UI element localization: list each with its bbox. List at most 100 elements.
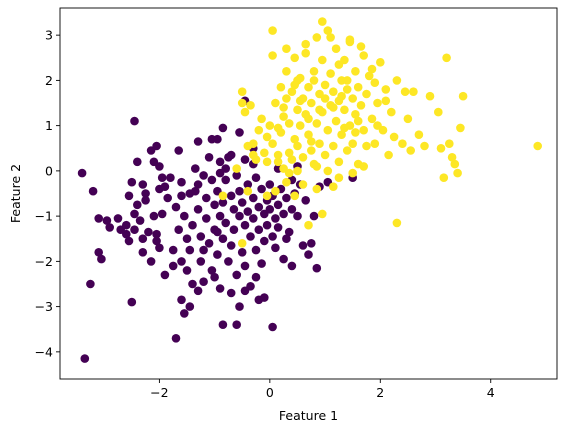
scatter-point [273,223,283,232]
scatter-point [210,272,219,282]
scatter-point [127,177,137,187]
scatter-point [301,48,311,58]
scatter-point [235,211,244,221]
scatter-point [271,243,280,253]
scatter-point [406,146,416,155]
scatter-point [171,202,181,212]
scatter-point [304,82,313,92]
scatter-point [273,157,283,167]
scatter-point [182,266,192,275]
scatter-point [152,236,161,246]
scatter-point [257,259,266,268]
scatter-point [235,128,244,137]
scatter-point [420,141,429,151]
scatter-point [279,209,288,219]
scatter-point [398,139,407,148]
scatter-point [326,33,335,42]
scatter-point [226,288,236,298]
scatter-point [243,186,253,196]
scatter-point [218,123,228,133]
scatter-point [218,234,228,243]
scatter-point [293,166,302,176]
scatter-point [124,236,134,246]
scatter-point [168,245,178,255]
scatter-point [376,58,385,67]
scatter-point [337,130,346,139]
scatter-point [188,279,197,289]
x-axis-title: Feature 1 [279,408,338,423]
scatter-point [163,193,172,203]
scatter-point [226,191,236,201]
scatter-point [240,286,250,296]
scatter-point [260,236,269,246]
scatter-point [282,67,291,76]
scatter-point [193,137,203,146]
scatter-point [260,148,269,158]
scatter-point [251,272,261,282]
scatter-point [207,175,217,185]
scatter-point [177,177,186,187]
scatter-point [127,297,137,307]
scatter-point [77,168,87,178]
scatter-point [268,51,277,60]
scatter-point [138,248,148,257]
scatter-point [265,121,275,130]
scatter-point [226,241,236,250]
scatter-point [284,148,294,158]
y-axis: −4 −3 −2 −1 0 1 2 3 [35,28,60,359]
y-tick-label: −4 [35,344,53,359]
scatter-point [235,302,244,311]
scatter-point [174,146,183,155]
scatter-point [130,225,139,234]
scatter-point [348,94,358,103]
scatter-point [287,261,297,271]
scatter-point [356,101,366,110]
scatter-point [94,248,103,257]
scatter-point [409,87,418,96]
scatter-point [334,157,344,167]
points-layer [77,17,542,363]
scatter-point [329,182,338,191]
scatter-point [370,139,380,148]
scatter-point [171,334,181,343]
scatter-point [204,239,214,248]
scatter-point [240,220,250,230]
scatter-point [102,216,112,225]
scatter-point [191,164,200,173]
scatter-point [323,166,333,176]
y-tick-label: −3 [35,299,53,314]
scatter-point [174,225,183,234]
scatter-point [221,218,230,228]
scatter-point [271,186,280,196]
scatter-point [304,220,313,230]
scatter-point [130,116,139,126]
y-axis-title: Feature 2 [8,164,23,223]
scatter-point [284,227,294,237]
scatter-point [342,146,352,155]
scatter-point [387,107,396,117]
scatter-point [301,39,311,49]
scatter-point [268,322,277,332]
scatter-point [218,198,228,207]
scatter-point [351,128,360,137]
scatter-point [271,214,280,223]
scatter-point [218,320,228,330]
scatter-point [249,214,258,223]
scatter-point [149,157,159,167]
scatter-point [237,87,247,96]
scatter-point [204,153,214,162]
y-tick-label: 3 [45,28,53,43]
scatter-point [221,164,230,173]
scatter-point [456,123,465,133]
scatter-point [246,232,255,241]
scatter-point [447,153,457,162]
scatter-point [235,186,244,196]
scatter-point [262,157,272,167]
scatter-point [282,44,291,53]
scatter-point [251,245,261,255]
scatter-point [213,227,222,237]
scatter-point [141,196,150,205]
scatter-point [215,211,225,221]
scatter-point [329,141,338,151]
scatter-point [265,180,275,189]
